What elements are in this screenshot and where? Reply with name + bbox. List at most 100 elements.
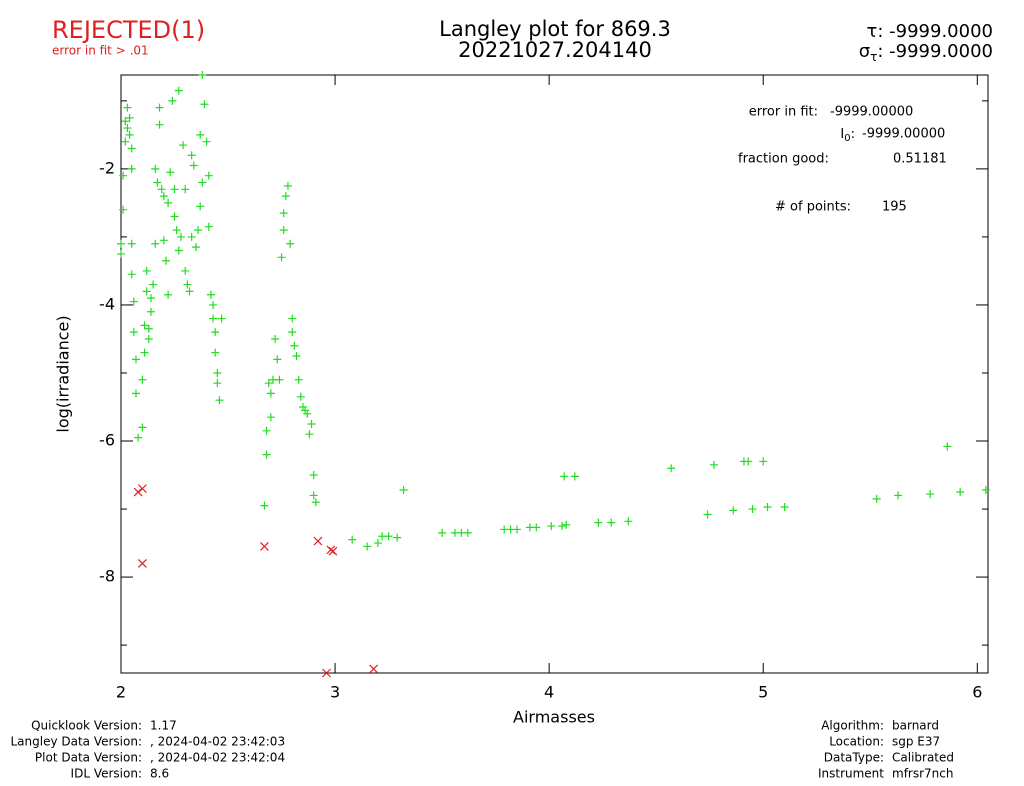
point	[303, 409, 312, 418]
i0-value: -9999.00000	[862, 127, 945, 142]
sigma-colon: :	[877, 41, 883, 62]
point	[322, 668, 331, 678]
footer-value: 1.17	[150, 719, 177, 733]
point	[759, 457, 768, 466]
point	[594, 518, 603, 527]
point	[369, 664, 379, 674]
point	[956, 488, 965, 497]
chart-title: Langley plot for 869.3	[439, 17, 671, 41]
point	[729, 506, 738, 515]
point	[131, 355, 140, 364]
point	[560, 472, 569, 481]
point	[174, 246, 183, 255]
point	[298, 402, 307, 411]
point	[624, 517, 633, 526]
point	[149, 280, 158, 289]
fraction-label: fraction good:	[738, 152, 829, 167]
footer-label: IDL Version:	[71, 767, 142, 781]
point	[127, 144, 136, 153]
i0-sub: 0	[844, 133, 850, 144]
point	[309, 491, 318, 500]
point	[170, 212, 179, 221]
point	[275, 375, 284, 384]
point	[211, 348, 220, 357]
point	[125, 130, 134, 139]
x-tick-label: 5	[758, 683, 768, 702]
point	[264, 379, 273, 388]
footer-label: DataType:	[824, 751, 884, 765]
point	[191, 243, 200, 252]
point	[194, 226, 203, 235]
point	[570, 472, 579, 481]
tau-symbol: τ:	[867, 21, 884, 42]
point	[667, 464, 676, 473]
point	[119, 171, 128, 180]
point	[607, 518, 616, 527]
point	[198, 71, 207, 79]
point	[129, 297, 138, 306]
point	[155, 103, 164, 112]
point	[213, 379, 222, 388]
point	[142, 287, 151, 296]
point	[133, 487, 143, 497]
point	[266, 389, 275, 398]
point	[872, 494, 881, 503]
point	[161, 256, 170, 265]
point	[894, 491, 903, 500]
point	[547, 522, 556, 531]
point	[198, 178, 207, 187]
point	[438, 528, 447, 537]
point	[780, 503, 789, 512]
point	[703, 510, 712, 519]
x-tick-label: 3	[330, 683, 340, 702]
y-tick-label: -2	[99, 158, 115, 177]
point	[309, 471, 318, 480]
sigma-value: -9999.0000	[889, 41, 993, 62]
point	[140, 321, 149, 330]
point	[217, 314, 226, 323]
y-tick-label: -6	[99, 431, 115, 450]
point	[709, 460, 718, 469]
point	[288, 328, 297, 337]
point	[399, 485, 408, 494]
i0-colon: :	[851, 127, 855, 142]
y-tick-label: -8	[99, 567, 115, 586]
point	[288, 314, 297, 323]
point	[127, 270, 136, 279]
point	[209, 314, 218, 323]
x-tick-label: 4	[544, 683, 554, 702]
point	[271, 334, 280, 343]
point	[305, 430, 314, 439]
point	[121, 137, 130, 146]
tau-value: -9999.0000	[889, 21, 993, 42]
point	[176, 232, 185, 241]
point	[262, 426, 271, 435]
point	[384, 532, 393, 541]
footer-label: Langley Data Version:	[10, 735, 142, 749]
point	[202, 137, 211, 146]
sigma: στ: -9999.0000	[859, 41, 993, 64]
point	[943, 442, 952, 451]
point	[144, 324, 153, 333]
footer-value: mfrsr7nch	[892, 767, 953, 781]
y-axis-label: log(irradiance)	[54, 315, 73, 432]
point	[313, 536, 323, 546]
point	[138, 423, 147, 432]
footer-value: , 2024-04-02 23:42:04	[150, 751, 285, 765]
point	[144, 334, 153, 343]
status: REJECTED(1)	[52, 16, 205, 44]
point	[763, 503, 772, 512]
point	[196, 202, 205, 211]
point	[159, 236, 168, 245]
tau: τ: -9999.0000	[867, 21, 993, 42]
sigma-symbol: σ	[859, 41, 870, 62]
point	[307, 420, 316, 429]
point	[123, 124, 132, 133]
footer-value: sgp E37	[892, 735, 940, 749]
point	[286, 239, 295, 248]
footer-label: Instrument	[818, 767, 884, 781]
point	[273, 355, 282, 364]
footer-value: 8.6	[150, 767, 169, 781]
point	[513, 525, 522, 534]
point	[172, 226, 181, 235]
